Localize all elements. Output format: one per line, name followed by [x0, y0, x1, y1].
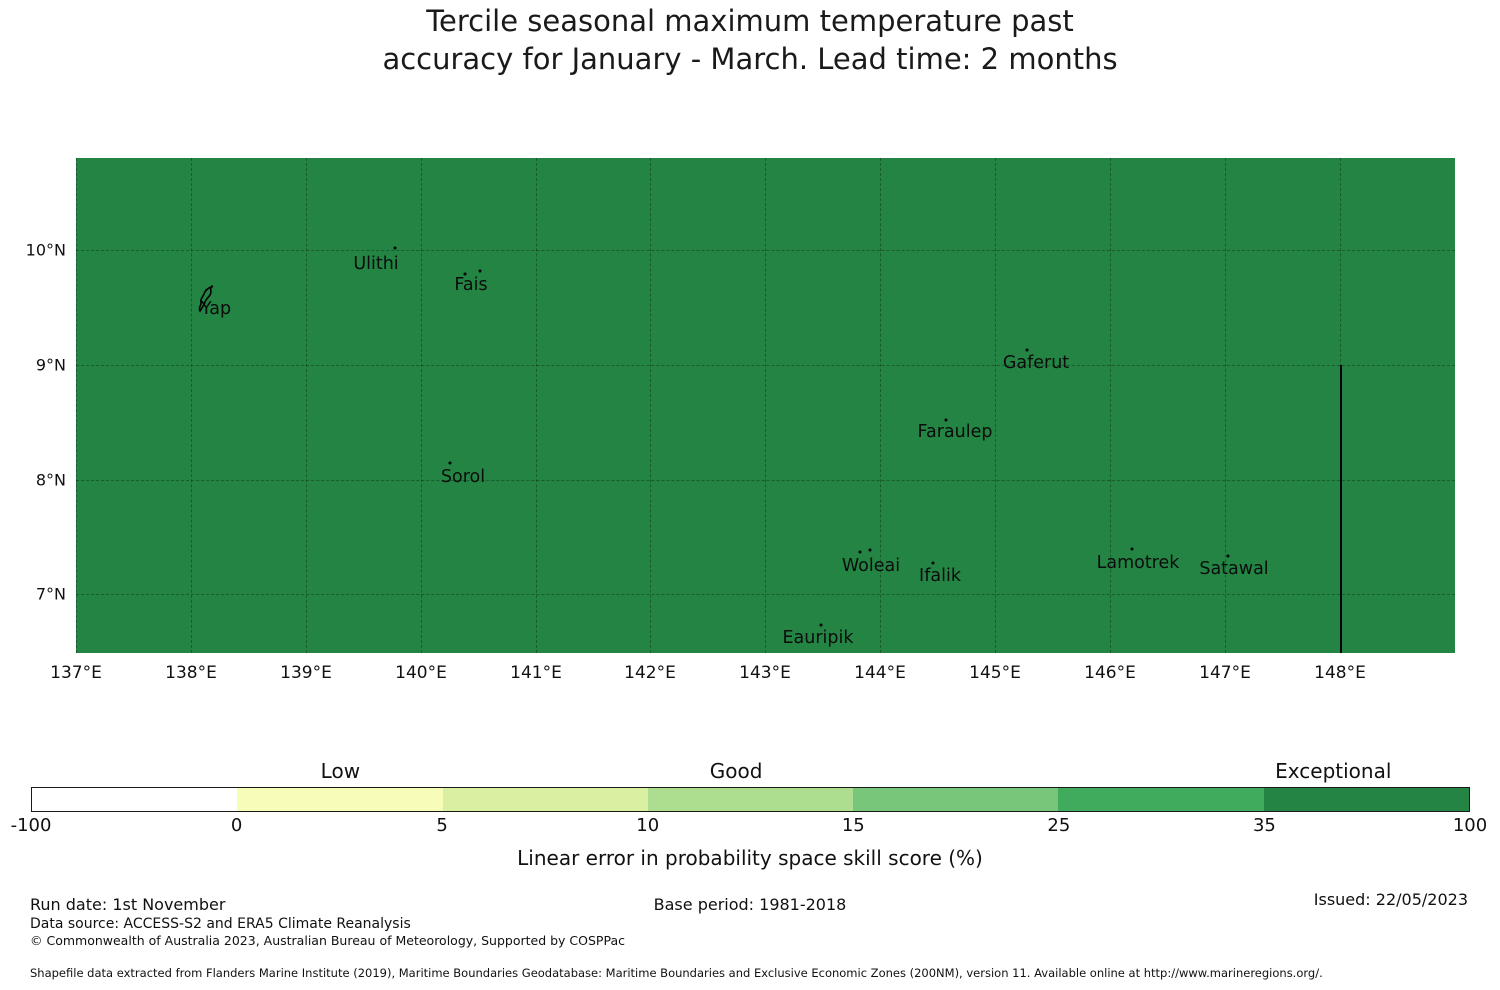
island-label-lamotrek: Lamotrek [1096, 553, 1180, 573]
y-axis-tick-label: 7°N [35, 584, 66, 604]
gridline-vertical [76, 158, 77, 653]
x-axis-tick-label: 139°E [280, 663, 332, 683]
x-axis-tick-label: 147°E [1199, 663, 1251, 683]
tier-label-low: Low [320, 759, 361, 783]
chart-title-line2: accuracy for January - March. Lead time:… [382, 42, 1118, 76]
x-axis-tick-label: 146°E [1084, 663, 1136, 683]
gridline-horizontal [76, 480, 1455, 481]
colorbar-tick-label: 100 [1452, 815, 1488, 836]
yap-island-outline-icon [193, 284, 219, 318]
colorbar-segment-2 [442, 788, 648, 811]
colorbar-segment-5 [1058, 788, 1264, 811]
island-label-sorol: Sorol [440, 467, 486, 487]
x-axis-tick-label: 145°E [969, 663, 1021, 683]
island-label-yap: Yap [200, 299, 232, 319]
colorbar-tick-label: 5 [436, 815, 448, 836]
gridline-vertical [536, 158, 537, 653]
gridline-vertical [880, 158, 881, 653]
island-marker-dot [858, 550, 862, 554]
gridline-vertical [191, 158, 192, 653]
island-marker-dot [1130, 547, 1134, 551]
base-period-text: Base period: 1981-2018 [653, 895, 847, 914]
island-label-eauripik: Eauripik [782, 628, 854, 648]
colorbar-tick-label: 25 [1047, 815, 1071, 836]
colorbar-tick-label: 10 [636, 815, 660, 836]
island-marker-dot [944, 418, 948, 422]
x-axis-tick-label: 148°E [1314, 663, 1366, 683]
island-marker-dot [1226, 554, 1230, 558]
island-marker-dot [1025, 348, 1029, 352]
issued-date-text: Issued: 22/05/2023 [1313, 890, 1468, 909]
island-marker-dot [463, 272, 467, 276]
tier-label-good: Good [709, 759, 763, 783]
y-axis-tick-label: 9°N [35, 355, 66, 375]
gridline-vertical [650, 158, 651, 653]
x-axis-tick-label: 137°E [50, 663, 102, 683]
island-label-fais: Fais [454, 275, 488, 295]
colorbar-axis-label: Linear error in probability space skill … [517, 846, 983, 870]
island-label-faraulep: Faraulep [917, 422, 993, 442]
data-source-text: Data source: ACCESS-S2 and ERA5 Climate … [30, 916, 411, 932]
island-label-gaferut: Gaferut [1002, 353, 1070, 373]
gridline-horizontal [76, 365, 1455, 366]
island-label-satawal: Satawal [1199, 559, 1269, 579]
colorbar-tick-label: 15 [841, 815, 865, 836]
colorbar-segment-3 [647, 788, 854, 811]
island-label-ulithi: Ulithi [353, 254, 399, 274]
island-label-woleai: Woleai [841, 556, 901, 576]
colorbar-tick-label: -100 [10, 815, 52, 836]
island-marker-dot [931, 561, 935, 565]
tier-label-exceptional: Exceptional [1275, 759, 1392, 783]
gridline-vertical [1110, 158, 1111, 653]
gridline-vertical [421, 158, 422, 653]
island-marker-dot [393, 246, 397, 250]
colorbar-tick-label: 0 [230, 815, 243, 836]
gridline-horizontal [76, 594, 1455, 595]
island-marker-dot [478, 269, 482, 273]
x-axis-tick-label: 141°E [510, 663, 562, 683]
x-axis-tick-label: 143°E [739, 663, 791, 683]
island-marker-dot [868, 548, 872, 552]
gridline-vertical [765, 158, 766, 653]
x-axis-tick-label: 140°E [395, 663, 447, 683]
gridline-vertical [1225, 158, 1226, 653]
eez-boundary-line [1340, 365, 1342, 653]
y-axis-tick-label: 8°N [35, 470, 66, 490]
y-axis-tick-label: 10°N [25, 240, 66, 260]
gridline-horizontal [76, 250, 1455, 251]
island-marker-dot [819, 623, 823, 627]
run-date-text: Run date: 1st November [30, 895, 226, 914]
colorbar-segment-4 [853, 788, 1059, 811]
shapefile-attribution-text: Shapefile data extracted from Flanders M… [30, 966, 1323, 980]
copyright-text: © Commonwealth of Australia 2023, Austra… [30, 933, 625, 948]
colorbar [31, 787, 1470, 812]
chart-title-line1: Tercile seasonal maximum temperature pas… [426, 4, 1074, 38]
map-plot-area: Yap Ulithi Fais Sorol Gaferut Faraulep Woleai I… [76, 158, 1455, 653]
colorbar-segment-6 [1263, 788, 1469, 811]
x-axis-tick-label: 142°E [624, 663, 676, 683]
colorbar-tick-label: 35 [1252, 815, 1276, 836]
island-marker-dot [448, 461, 452, 465]
x-axis-tick-label: 144°E [854, 663, 906, 683]
island-label-ifalik: Ifalik [919, 566, 961, 586]
colorbar-segment-1 [237, 788, 443, 811]
gridline-vertical [995, 158, 996, 653]
x-axis-tick-label: 138°E [165, 663, 217, 683]
gridline-vertical [306, 158, 307, 653]
colorbar-segment-0 [32, 788, 238, 811]
